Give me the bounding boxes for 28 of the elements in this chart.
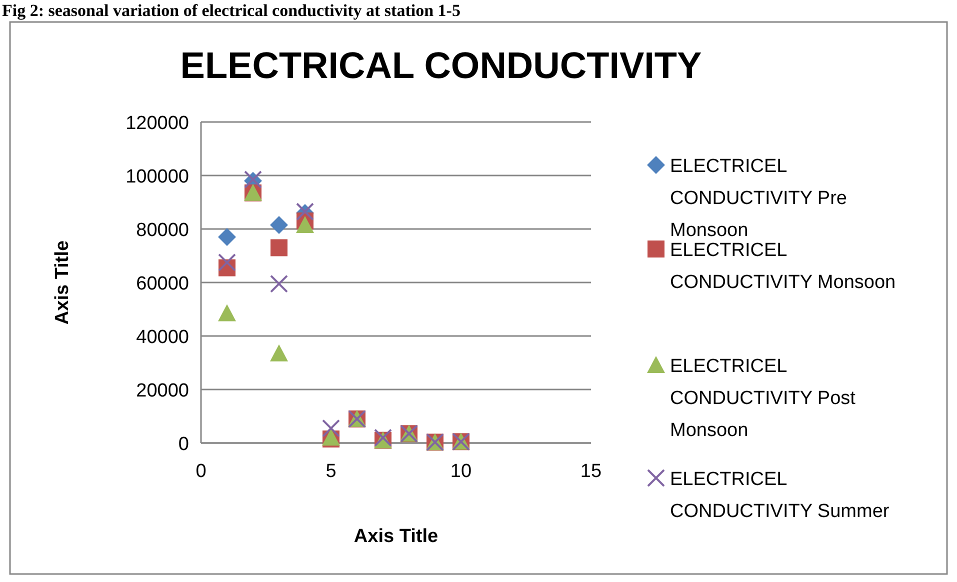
y-tick-label: 0 [178,434,189,455]
point [322,419,340,438]
x-tick-label: 15 [580,461,602,482]
point [218,304,236,322]
legend-label: ELECTRICEL CONDUCTIVITY Post Monsoon [670,356,856,441]
chart-title: ELECTRICAL CONDUCTIVITY [180,45,702,86]
x-tick-label: 5 [326,461,336,482]
point [296,216,314,233]
point [270,344,288,362]
y-axis-title: Axis Title [52,240,73,325]
y-tick-label: 120000 [126,113,189,134]
x-tick-label: 0 [196,461,206,482]
point [270,239,288,256]
point [218,228,236,246]
legend-label: ELECTRICEL CONDUCTIVITY Summer [670,469,890,522]
y-tick-label: 60000 [136,274,189,294]
x-tick-label: 10 [450,461,472,482]
y-tick-label: 100000 [126,166,189,188]
y-tick-label: 40000 [136,327,189,348]
caption: Fig 2: seasonal variation of electrical conductivity at station 1-5 [2,1,460,20]
point [218,253,236,272]
point [270,274,288,293]
legend-label: ELECTRICEL CONDUCTIVITY Pre Monsoon [670,156,848,241]
y-tick-label: 80000 [136,220,189,241]
point [270,216,288,234]
y-tick-label: 20000 [136,380,189,402]
legend-label: ELECTRICEL CONDUCTIVITY Monsoon [670,240,896,293]
x-axis-title: Axis Title [354,526,438,547]
